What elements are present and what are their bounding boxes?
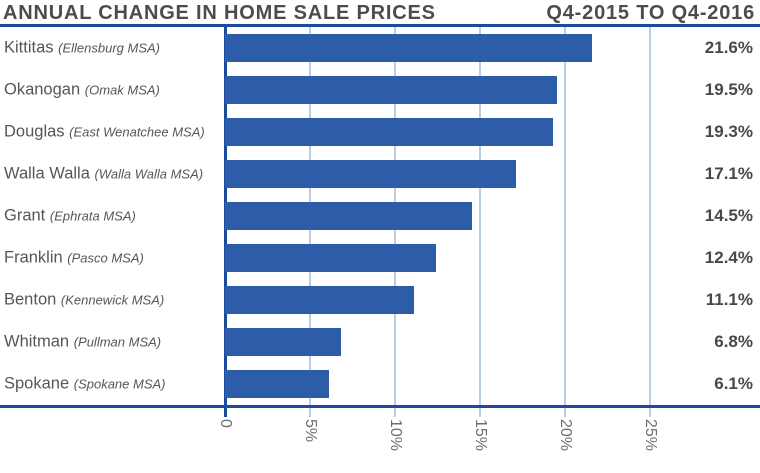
msa-name: (Pasco MSA) (67, 250, 144, 266)
msa-name: (Pullman MSA) (73, 334, 162, 350)
county-name: Okanogan (4, 80, 81, 99)
x-axis-line (0, 405, 760, 408)
category-label: Kittitas (Ellensburg MSA) (4, 39, 160, 58)
bar (225, 76, 557, 104)
x-tick-label-5: 5% (302, 419, 319, 443)
top-rule (0, 24, 760, 27)
bar-row-douglas: Douglas (East Wenatchee MSA) 19.3% (0, 111, 760, 153)
bar (225, 286, 414, 314)
bar-row-walla-walla: Walla Walla (Walla Walla MSA) 17.1% (0, 153, 760, 195)
category-label: Douglas (East Wenatchee MSA) (4, 123, 205, 142)
value-label: 19.5% (704, 80, 753, 99)
value-label: 19.3% (704, 122, 753, 141)
msa-name: (Ephrata MSA) (49, 208, 136, 224)
category-label: Grant (Ephrata MSA) (4, 207, 136, 226)
category-label: Okanogan (Omak MSA) (4, 81, 160, 100)
county-name: Kittitas (4, 38, 54, 57)
bar-row-benton: Benton (Kennewick MSA) 11.1% (0, 279, 760, 321)
county-name: Franklin (4, 248, 63, 267)
msa-name: (Walla Walla MSA) (94, 166, 204, 182)
bar-row-grant: Grant (Ephrata MSA) 14.5% (0, 195, 760, 237)
category-label: Whitman (Pullman MSA) (4, 333, 161, 352)
county-name: Douglas (4, 122, 65, 141)
bar (225, 328, 341, 356)
county-name: Walla Walla (4, 164, 90, 183)
bar-row-okanogan: Okanogan (Omak MSA) 19.5% (0, 69, 760, 111)
value-label: 11.1% (705, 290, 753, 309)
category-label: Spokane (Spokane MSA) (4, 375, 166, 394)
page-title: ANNUAL CHANGE IN HOME SALE PRICES (3, 2, 436, 24)
county-name: Grant (4, 206, 46, 225)
msa-name: (Omak MSA) (84, 82, 160, 98)
msa-name: (Ellensburg MSA) (58, 40, 160, 56)
category-label: Walla Walla (Walla Walla MSA) (4, 165, 203, 184)
bar-row-franklin: Franklin (Pasco MSA) 12.4% (0, 237, 760, 279)
value-label: 17.1% (704, 164, 753, 183)
county-name: Spokane (4, 374, 70, 393)
value-label: 6.1% (714, 374, 753, 393)
bar (225, 160, 516, 188)
bar (225, 244, 436, 272)
bar (225, 34, 593, 62)
value-label: 14.5% (704, 206, 753, 225)
msa-name: (Spokane MSA) (73, 376, 166, 392)
gridline-25 (649, 27, 651, 417)
x-tick-label-20: 20% (557, 419, 574, 452)
header: ANNUAL CHANGE IN HOME SALE PRICES Q4-201… (3, 2, 755, 25)
county-name: Whitman (4, 332, 70, 351)
category-label: Benton (Kennewick MSA) (4, 291, 164, 310)
msa-name: (East Wenatchee MSA) (69, 124, 205, 140)
category-label: Franklin (Pasco MSA) (4, 249, 144, 268)
value-label: 12.4% (704, 248, 753, 267)
x-tick-label-0: 0 (217, 419, 234, 428)
bar-row-spokane: Spokane (Spokane MSA) 6.1% (0, 363, 760, 405)
county-name: Benton (4, 290, 57, 309)
bar-row-kittitas: Kittitas (Ellensburg MSA) 21.6% (0, 27, 760, 69)
x-tick-label-25: 25% (642, 419, 659, 452)
x-tick-label-10: 10% (387, 419, 404, 452)
gridline-15 (479, 27, 481, 417)
bar (225, 118, 554, 146)
bar (225, 370, 329, 398)
bar (225, 202, 472, 230)
value-label: 6.8% (714, 332, 753, 351)
page-subtitle-period: Q4-2015 TO Q4-2016 (546, 2, 755, 24)
gridline-20 (564, 27, 566, 417)
value-label: 21.6% (704, 38, 753, 57)
bar-row-whitman: Whitman (Pullman MSA) 6.8% (0, 321, 760, 363)
x-tick-label-15: 15% (472, 419, 489, 452)
msa-name: (Kennewick MSA) (60, 292, 165, 308)
